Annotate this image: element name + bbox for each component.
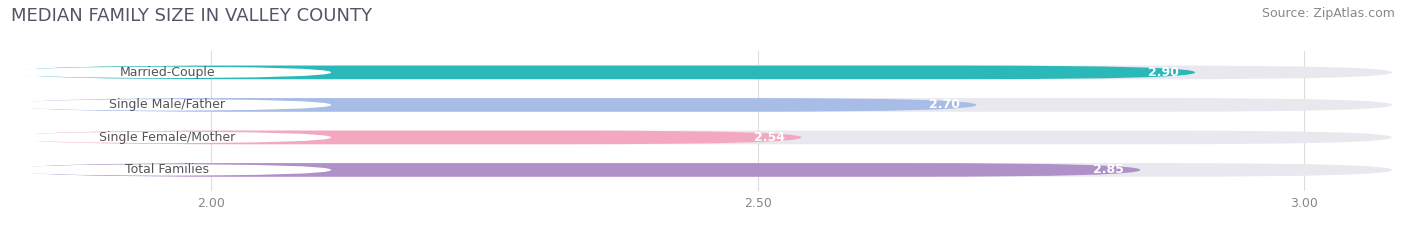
FancyBboxPatch shape bbox=[3, 132, 332, 143]
FancyBboxPatch shape bbox=[3, 67, 332, 78]
FancyBboxPatch shape bbox=[14, 65, 1392, 79]
Text: 2.70: 2.70 bbox=[929, 98, 960, 111]
Text: 2.54: 2.54 bbox=[754, 131, 785, 144]
FancyBboxPatch shape bbox=[14, 98, 976, 112]
FancyBboxPatch shape bbox=[14, 130, 1392, 144]
FancyBboxPatch shape bbox=[3, 164, 332, 176]
Text: Source: ZipAtlas.com: Source: ZipAtlas.com bbox=[1261, 7, 1395, 20]
Text: Single Male/Father: Single Male/Father bbox=[110, 98, 225, 111]
Text: MEDIAN FAMILY SIZE IN VALLEY COUNTY: MEDIAN FAMILY SIZE IN VALLEY COUNTY bbox=[11, 7, 373, 25]
Text: Single Female/Mother: Single Female/Mother bbox=[98, 131, 235, 144]
FancyBboxPatch shape bbox=[14, 98, 1392, 112]
Text: 2.90: 2.90 bbox=[1147, 66, 1178, 79]
Text: Married-Couple: Married-Couple bbox=[120, 66, 215, 79]
FancyBboxPatch shape bbox=[14, 130, 801, 144]
FancyBboxPatch shape bbox=[3, 99, 332, 111]
FancyBboxPatch shape bbox=[14, 163, 1392, 177]
FancyBboxPatch shape bbox=[14, 65, 1195, 79]
Text: Total Families: Total Families bbox=[125, 163, 209, 176]
FancyBboxPatch shape bbox=[14, 163, 1140, 177]
Text: 2.85: 2.85 bbox=[1092, 163, 1123, 176]
